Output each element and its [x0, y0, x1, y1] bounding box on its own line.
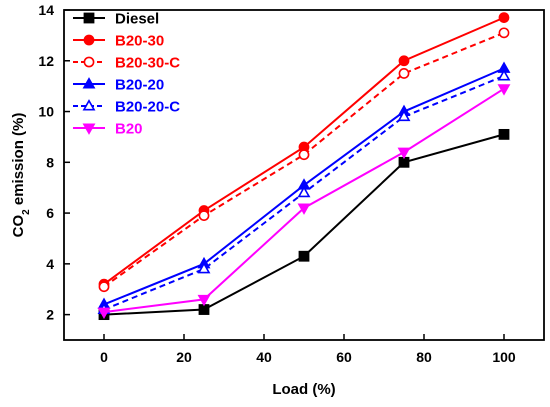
series-b20-20 [97, 61, 511, 309]
x-tick-label: 80 [416, 349, 432, 365]
legend-marker [83, 34, 95, 46]
data-point [498, 128, 510, 140]
legend-marker [82, 99, 96, 111]
legend-label: B20-20-C [115, 99, 180, 116]
data-point [498, 12, 510, 24]
y-axis-ticks: 2 4 6 8 10 12 14 [38, 2, 70, 323]
y-axis-title: CO2 emission (%) [10, 113, 32, 238]
data-point [98, 281, 110, 293]
data-point [397, 147, 411, 160]
x-tick-label: 40 [256, 349, 272, 365]
y-tick-label: 2 [46, 307, 54, 323]
y-tick-label: 6 [46, 205, 54, 221]
legend-label: B20-30-C [115, 55, 180, 72]
legend-marker [82, 77, 96, 89]
data-point [197, 262, 211, 274]
x-tick-label: 0 [100, 349, 108, 365]
data-point [297, 203, 311, 215]
legend-label: Diesel [115, 11, 159, 28]
data-point [497, 84, 511, 96]
x-tick-label: 100 [492, 349, 516, 365]
data-point [398, 156, 410, 168]
y-axis-title-subscript: 2 [21, 209, 32, 215]
series-line [103, 133, 505, 316]
legend-marker [82, 123, 96, 135]
x-axis-ticks: 0 20 40 60 80 100 [100, 334, 516, 365]
legend-label: B20 [115, 121, 143, 138]
data-point [197, 294, 211, 307]
legend-item: B20 [73, 121, 143, 138]
legend: Diesel B20-30 B20-30-C B20-20 B20-20-C B20 [73, 11, 180, 138]
x-tick-label: 60 [336, 349, 352, 365]
legend-item: B20-30-C [73, 55, 180, 72]
data-point [97, 307, 111, 319]
y-tick-label: 4 [46, 256, 54, 272]
legend-item: B20-20 [73, 77, 164, 94]
series-b20 [97, 84, 511, 319]
legend-label: B20-30 [115, 33, 164, 50]
y-tick-label: 14 [38, 2, 54, 18]
data-point [298, 149, 310, 161]
y-tick-label: 8 [46, 154, 54, 170]
data-point [297, 185, 311, 198]
series-layer [97, 12, 511, 321]
legend-label: B20-20 [115, 77, 164, 94]
data-point [498, 27, 510, 39]
y-axis-title-rest: emission (%) [10, 113, 27, 210]
y-axis-title-main: CO [10, 215, 27, 238]
legend-item: B20-30 [73, 33, 164, 50]
y-tick-label: 12 [38, 53, 54, 69]
x-tick-label: 20 [176, 349, 192, 365]
legend-marker [83, 12, 95, 24]
series-line [103, 31, 505, 288]
data-point [298, 250, 310, 262]
data-point [397, 109, 411, 122]
data-point [497, 69, 511, 81]
plot-frame [63, 9, 545, 341]
legend-item: B20-20-C [73, 99, 180, 116]
legend-marker [83, 56, 95, 68]
x-axis-title: Load (%) [272, 381, 335, 398]
series-b20-30-c [98, 27, 510, 293]
legend-item: Diesel [73, 11, 159, 28]
data-point [398, 55, 410, 67]
data-point [198, 210, 210, 222]
series-line [103, 87, 505, 314]
data-point [198, 304, 210, 315]
data-point [398, 68, 410, 79]
y-tick-label: 10 [38, 104, 54, 120]
